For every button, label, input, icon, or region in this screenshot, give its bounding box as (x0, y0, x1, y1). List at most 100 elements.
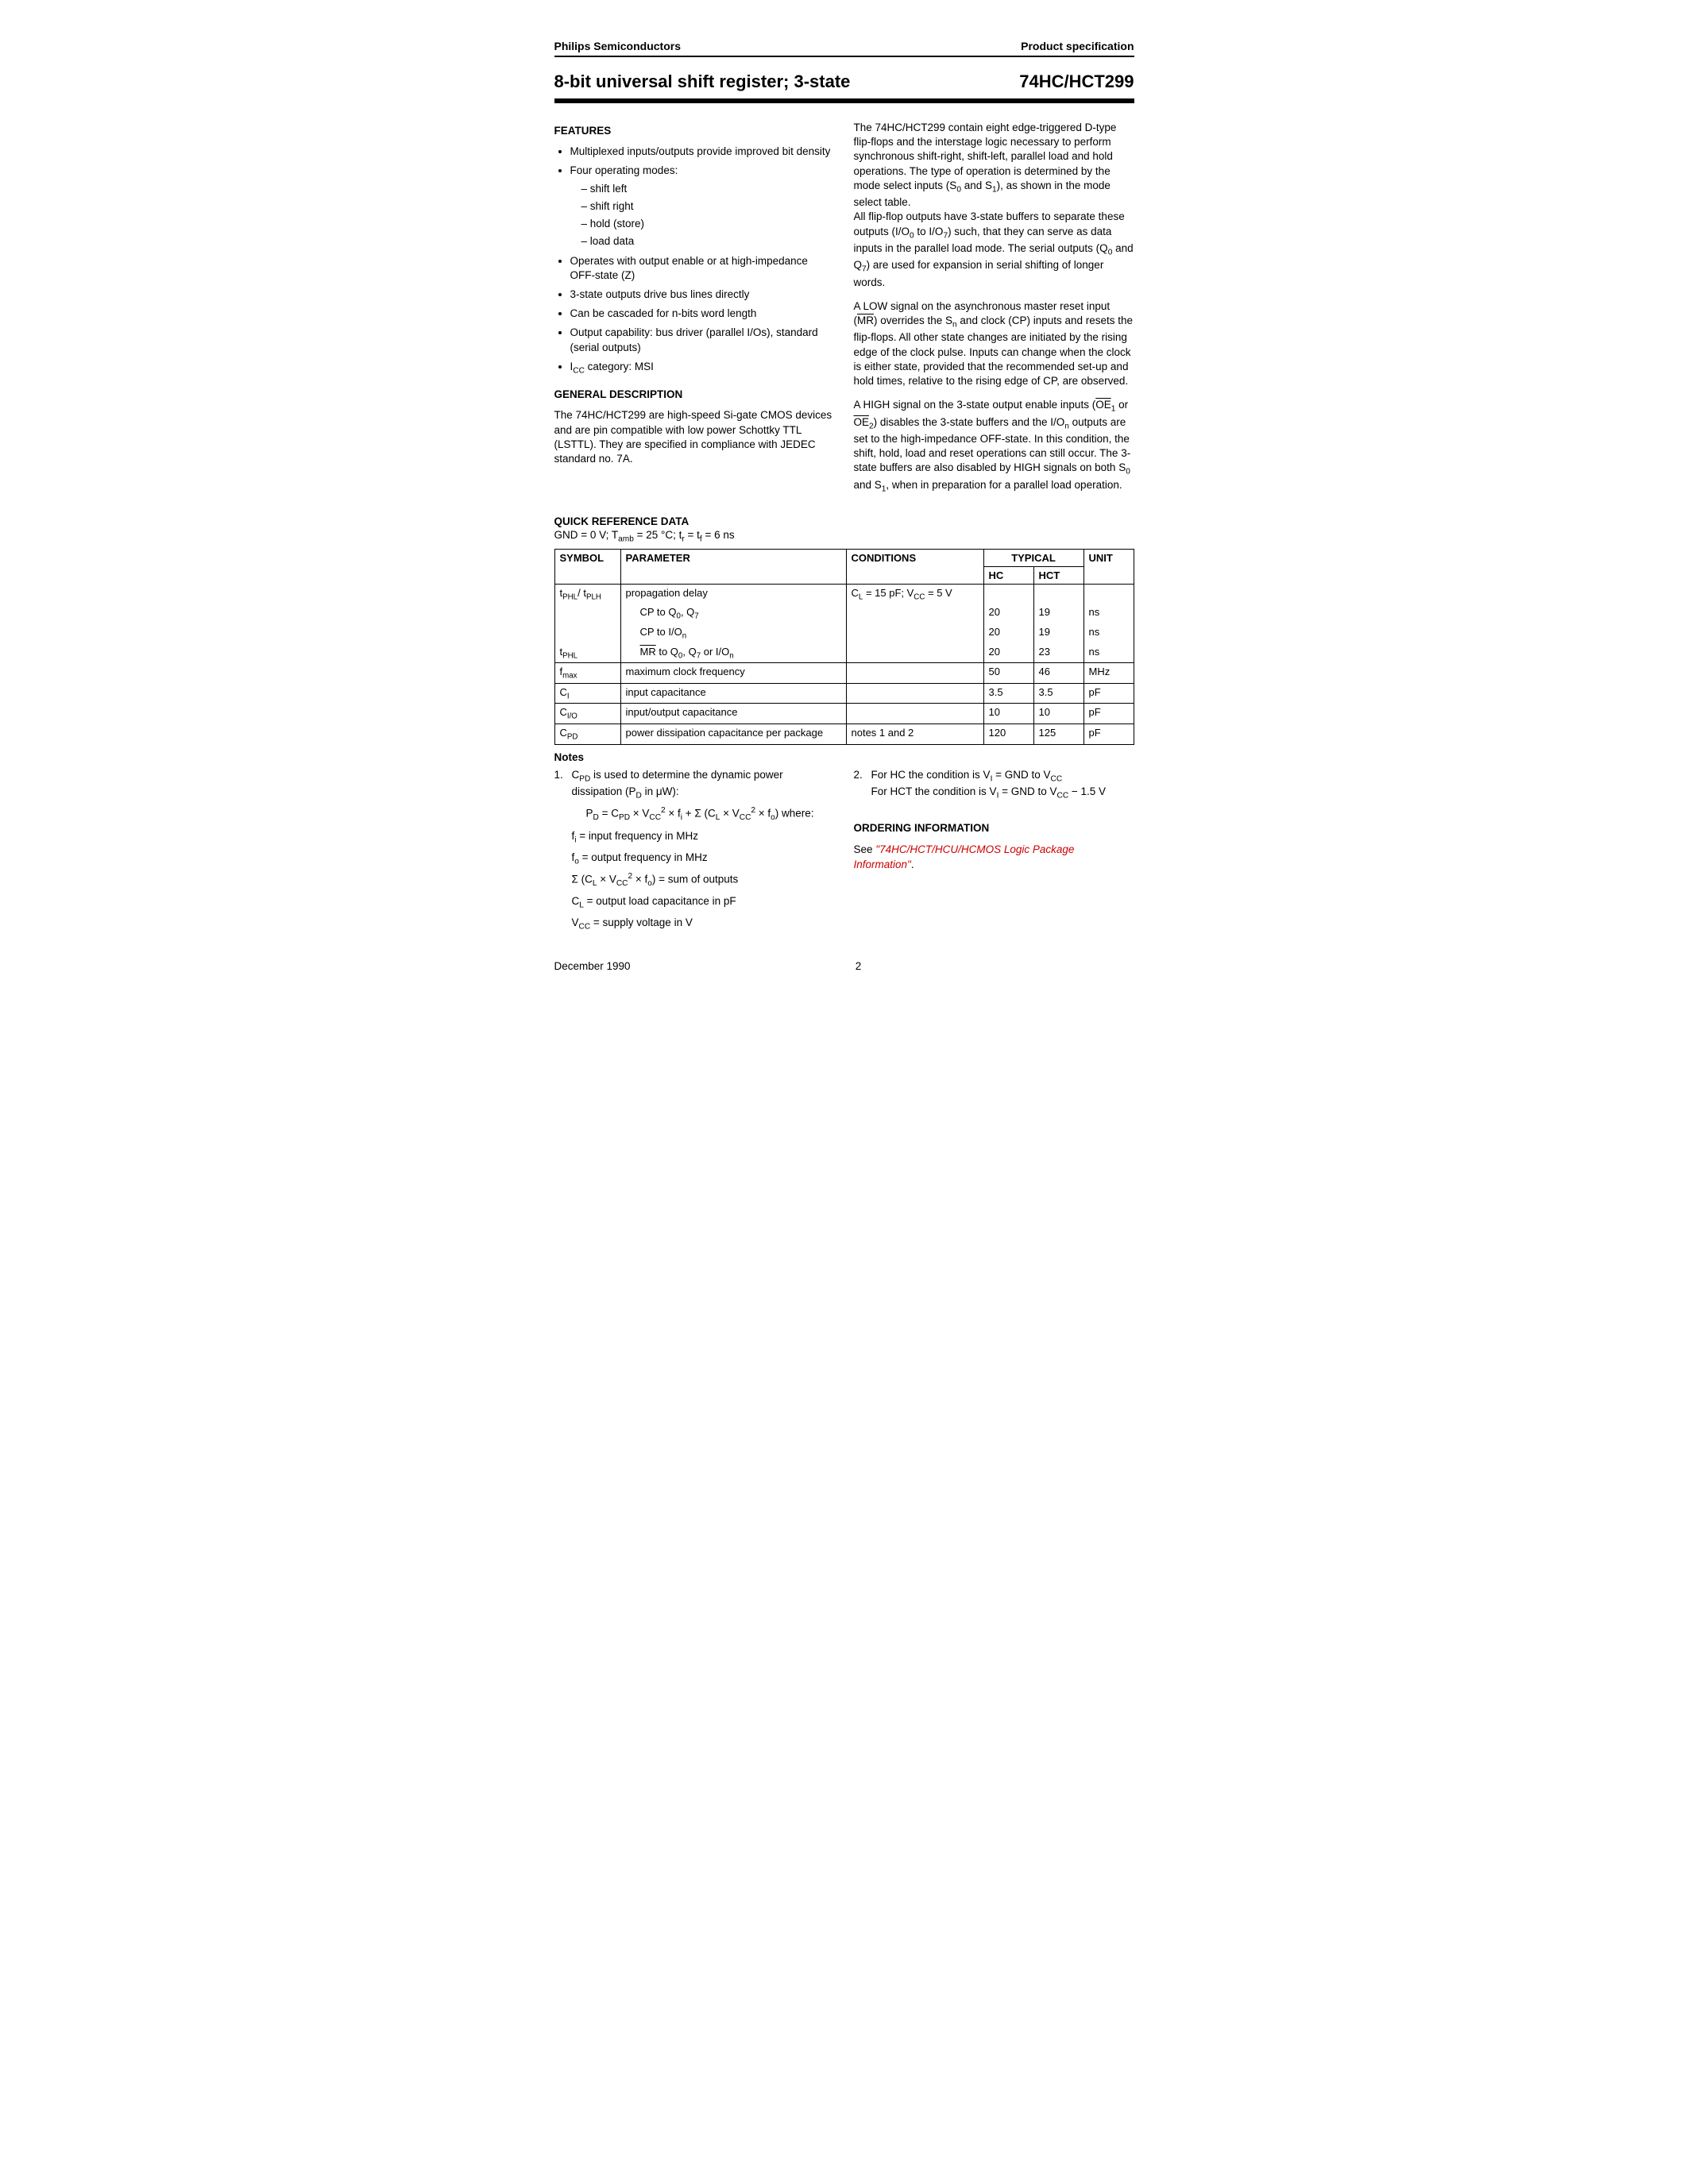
cell-unit: MHz (1083, 663, 1134, 684)
cell-cond: CL = 15 pF; VCC = 5 V (846, 584, 983, 604)
feature-item: Operates with output enable or at high-i… (570, 254, 835, 283)
cell-symbol (554, 623, 620, 643)
cell-hct: 3.5 (1033, 683, 1083, 704)
company-name: Philips Semiconductors (554, 40, 681, 52)
cell-param: CP to I/On (620, 623, 846, 643)
cell-hc: 10 (983, 704, 1033, 724)
mode-item: shift right (581, 199, 835, 214)
cell-unit: pF (1083, 704, 1134, 724)
cell-hct (1033, 584, 1083, 604)
note-def: CL = output load capacitance in pF (554, 894, 835, 912)
mode-item: shift left (581, 182, 835, 196)
footer-page: 2 (856, 960, 862, 972)
mode-item: load data (581, 234, 835, 249)
cell-cond (846, 683, 983, 704)
title-rule (554, 98, 1134, 103)
note-1: 1. CPD is used to determine the dynamic … (554, 768, 835, 803)
cell-symbol: CPD (554, 724, 620, 745)
gendesc-para: The 74HC/HCT299 are high-speed Si-gate C… (554, 408, 835, 466)
feature-item: ICC category: MSI (570, 360, 835, 376)
notes-columns: 1. CPD is used to determine the dynamic … (554, 768, 1134, 937)
note-def: fi = input frequency in MHz (554, 829, 835, 847)
th-hct: HCT (1033, 566, 1083, 584)
body-columns: FEATURES Multiplexed inputs/outputs prov… (554, 121, 1134, 504)
cell-hc: 120 (983, 724, 1033, 745)
cell-hct: 19 (1033, 604, 1083, 623)
cell-hc (983, 584, 1033, 604)
header-row: Philips Semiconductors Product specifica… (554, 40, 1134, 57)
product-title: 8-bit universal shift register; 3-state (554, 71, 851, 92)
note-def: VCC = supply voltage in V (554, 916, 835, 933)
cell-param: input/output capacitance (620, 704, 846, 724)
cell-param: CP to Q0, Q7 (620, 604, 846, 623)
table-row: fmax maximum clock frequency 50 46 MHz (554, 663, 1134, 684)
gendesc-heading: GENERAL DESCRIPTION (554, 388, 835, 402)
cell-hc: 20 (983, 623, 1033, 643)
table-row: tPHL MR to Q0, Q7 or I/On 20 23 ns (554, 643, 1134, 663)
cell-unit: ns (1083, 604, 1134, 623)
notes-heading: Notes (554, 751, 1134, 763)
feature-item: Can be cascaded for n-bits word length (570, 307, 835, 321)
cell-cond: notes 1 and 2 (846, 724, 983, 745)
cell-hct: 125 (1033, 724, 1083, 745)
table-row: CP to Q0, Q7 20 19 ns (554, 604, 1134, 623)
cell-symbol: CI/O (554, 704, 620, 724)
th-parameter: PARAMETER (620, 549, 846, 584)
cell-param: propagation delay (620, 584, 846, 604)
notes-right: 2. For HC the condition is VI = GND to V… (854, 768, 1134, 937)
cell-hct: 46 (1033, 663, 1083, 684)
ordering-text: See "74HC/HCT/HCU/HCMOS Logic Package In… (854, 843, 1134, 873)
ordering-link[interactable]: "74HC/HCT/HCU/HCMOS Logic Package Inform… (854, 843, 1075, 870)
note-def: fo = output frequency in MHz (554, 851, 835, 868)
ordering-heading: ORDERING INFORMATION (854, 821, 1134, 836)
cell-symbol: fmax (554, 663, 620, 684)
cell-unit: ns (1083, 643, 1134, 663)
feature-item: Multiplexed inputs/outputs provide impro… (570, 145, 835, 159)
cell-unit: pF (1083, 724, 1134, 745)
cell-param: input capacitance (620, 683, 846, 704)
feature-item: 3-state outputs drive bus lines directly (570, 287, 835, 302)
table-row: CI input capacitance 3.5 3.5 pF (554, 683, 1134, 704)
cell-cond (846, 623, 983, 643)
cell-symbol (554, 604, 620, 623)
cell-symbol: tPHL (554, 643, 620, 663)
note-def: Σ (CL × VCC2 × fo) = sum of outputs (554, 871, 835, 889)
feature-item: Output capability: bus driver (parallel … (570, 326, 835, 354)
qrd-conditions: GND = 0 V; Tamb = 25 °C; tr = tf = 6 ns (554, 529, 1134, 544)
cell-cond (846, 663, 983, 684)
cell-unit: ns (1083, 623, 1134, 643)
notes-left: 1. CPD is used to determine the dynamic … (554, 768, 835, 937)
features-list: Multiplexed inputs/outputs provide impro… (554, 145, 835, 376)
cell-cond (846, 704, 983, 724)
th-hc: HC (983, 566, 1033, 584)
footer-date: December 1990 (554, 960, 631, 972)
cell-param: power dissipation capacitance per packag… (620, 724, 846, 745)
cell-symbol: tPHL/ tPLH (554, 584, 620, 604)
part-number: 74HC/HCT299 (1019, 71, 1134, 92)
left-column: FEATURES Multiplexed inputs/outputs prov… (554, 121, 835, 504)
table-header-row: SYMBOL PARAMETER CONDITIONS TYPICAL UNIT (554, 549, 1134, 566)
doc-type: Product specification (1021, 40, 1134, 52)
cell-unit (1083, 584, 1134, 604)
cell-hct: 23 (1033, 643, 1083, 663)
cell-hc: 50 (983, 663, 1033, 684)
page-footer: December 1990 2 (554, 960, 1134, 972)
table-row: CPD power dissipation capacitance per pa… (554, 724, 1134, 745)
cell-hc: 20 (983, 643, 1033, 663)
note-equation: PD = CPD × VCC2 × fi + Σ (CL × VCC2 × fo… (554, 805, 835, 824)
qrd-heading: QUICK REFERENCE DATA (554, 515, 1134, 527)
cell-unit: pF (1083, 683, 1134, 704)
datasheet-page: Philips Semiconductors Product specifica… (507, 0, 1182, 1004)
features-heading: FEATURES (554, 124, 835, 138)
desc-para-3: A HIGH signal on the 3-state output enab… (854, 398, 1134, 495)
mode-item: hold (store) (581, 217, 835, 231)
cell-cond (846, 643, 983, 663)
note-2: 2. For HC the condition is VI = GND to V… (854, 768, 1134, 803)
desc-para-1: The 74HC/HCT299 contain eight edge-trigg… (854, 121, 1134, 290)
cell-hc: 3.5 (983, 683, 1033, 704)
th-symbol: SYMBOL (554, 549, 620, 584)
cell-cond (846, 604, 983, 623)
feature-item: Four operating modes: shift left shift r… (570, 164, 835, 249)
modes-list: shift left shift right hold (store) load… (570, 182, 835, 249)
cell-hct: 19 (1033, 623, 1083, 643)
